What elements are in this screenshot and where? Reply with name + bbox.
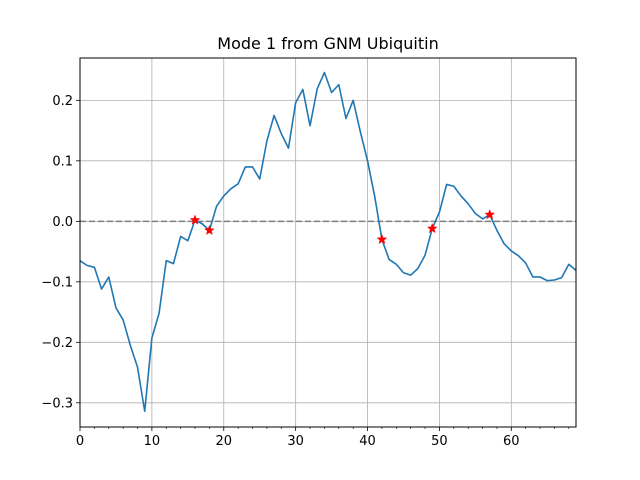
star-marker [189,214,201,225]
mode-1-line [79,71,577,413]
star-marker [203,224,215,236]
plot-frame [79,57,577,428]
x-tick-label: 20 [215,434,232,449]
series-layer [79,71,577,413]
x-tick-label: 30 [287,434,304,449]
y-tick-label: −0.1 [41,275,73,290]
marker-layer [189,208,496,245]
x-tick-label: 0 [76,434,84,449]
y-tick-label: 0.0 [52,215,73,230]
chart-title: Mode 1 from GNM Ubiquitin [217,34,438,53]
x-tick-label: 40 [359,434,376,449]
x-tick-label: 10 [144,434,161,449]
star-marker [376,233,388,245]
star-marker [484,208,496,220]
plot-area [80,58,576,427]
x-tick-label: 60 [503,434,520,449]
y-tick-label: −0.2 [41,336,73,351]
star-marker [426,222,438,234]
y-tick-label: 0.2 [52,94,73,109]
y-tick-label: −0.3 [41,396,73,411]
axis-ticks: 0 10 20 30 40 50 60 −0.3 −0.2 −0.1 0.0 0.1 0.2 [41,94,570,449]
x-tick-label: 50 [431,434,448,449]
y-tick-label: 0.1 [52,154,73,169]
